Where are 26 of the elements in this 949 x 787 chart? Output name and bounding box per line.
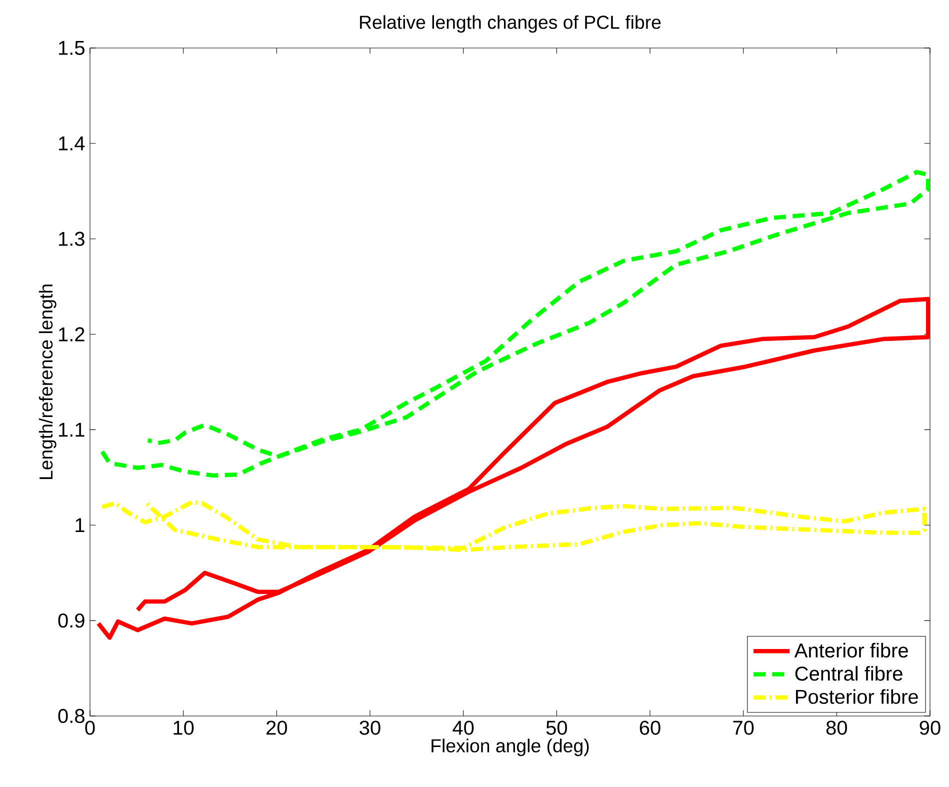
y-tick-label: 1.3	[59, 232, 84, 246]
x-tick-label: 50	[546, 720, 567, 735]
legend-label: Anterior fibre	[794, 642, 908, 658]
x-tick-label: 80	[826, 720, 847, 735]
x-tick-label: 70	[733, 720, 754, 735]
chart-title: Relative length changes of PCL fibre	[360, 15, 661, 33]
y-axis-title: Length/reference length	[38, 284, 56, 480]
x-tick-label: 90	[920, 720, 940, 735]
x-tick-label: 0	[85, 720, 95, 735]
x-tick-label: 30	[360, 720, 380, 735]
y-tick-label: 0.8	[58, 708, 84, 724]
x-axis-title: Flexion angle (deg)	[432, 738, 589, 756]
y-tick-label: 0.9	[58, 613, 84, 628]
legend-label: Posterior fibre	[796, 689, 918, 704]
x-tick-label: 40	[452, 720, 474, 735]
x-tick-label: 20	[266, 720, 287, 735]
y-tick-label: 1.4	[59, 136, 85, 150]
legend-label: Central fibre	[795, 666, 902, 681]
y-tick-label: 1.5	[59, 41, 84, 55]
line-series	[96, 296, 930, 640]
x-tick-label: 60	[640, 720, 660, 735]
line-series	[100, 170, 930, 478]
y-tick-label: 1.1	[59, 422, 84, 437]
x-tick-label: 10	[174, 720, 194, 735]
y-tick-label: 1	[76, 518, 84, 532]
y-tick-label: 1.2	[59, 327, 84, 342]
